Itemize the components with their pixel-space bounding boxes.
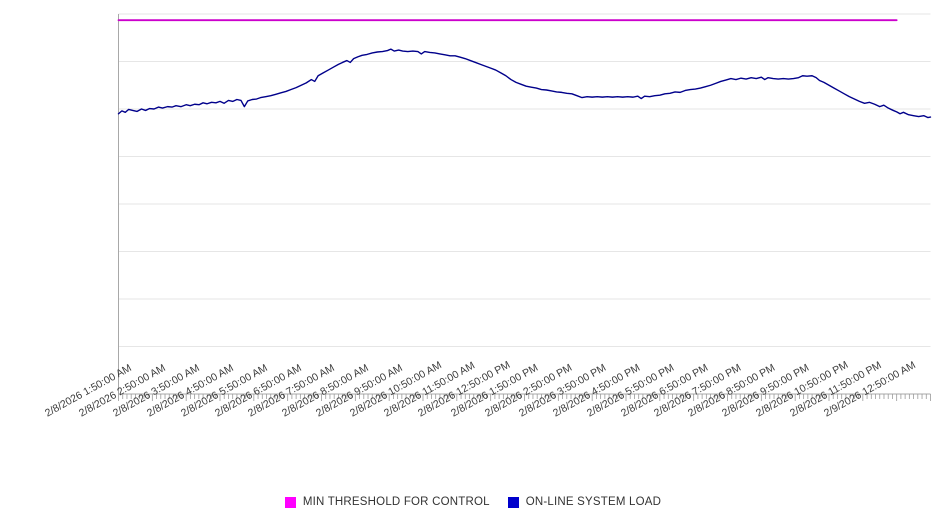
- data-series-lines: [117, 19, 932, 119]
- legend-swatch-min-threshold: [284, 496, 296, 508]
- chart-legend: MIN THRESHOLD FOR CONTROL ON-LINE SYSTEM…: [0, 496, 946, 508]
- legend-label-min-threshold: MIN THRESHOLD FOR CONTROL: [302, 496, 490, 508]
- legend-swatch-online-system-load: [507, 496, 519, 508]
- x-axis-minor-ticks: [118, 394, 931, 401]
- legend-item-min-threshold[interactable]: MIN THRESHOLD FOR CONTROL: [284, 496, 490, 508]
- legend-item-online-system-load[interactable]: ON-LINE SYSTEM LOAD: [507, 496, 662, 508]
- gridlines: [118, 13, 931, 347]
- legend-label-online-system-load: ON-LINE SYSTEM LOAD: [525, 496, 662, 508]
